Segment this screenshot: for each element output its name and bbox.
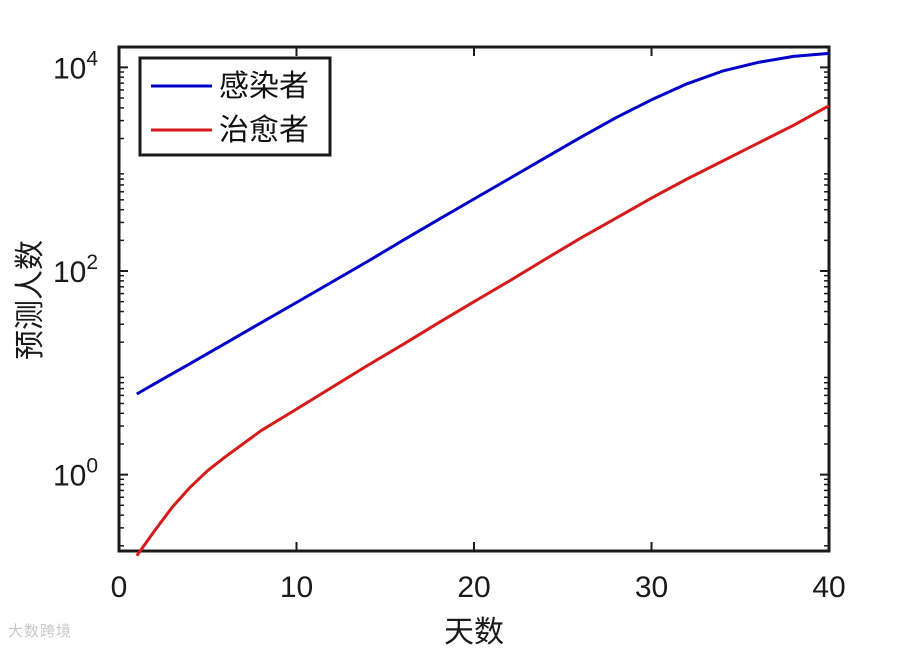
y-tick-labels: 100 102 104 <box>53 47 98 492</box>
x-tick-label: 30 <box>635 571 668 604</box>
legend-box <box>138 56 332 157</box>
x-tick-label: 10 <box>280 571 313 604</box>
x-axis-label: 天数 <box>444 615 504 650</box>
series-layer <box>135 51 830 557</box>
y-tick-label: 102 <box>53 251 98 289</box>
y-tick-label: 100 <box>53 455 98 493</box>
y-axis-label: 预测人数 <box>13 240 48 360</box>
series-line <box>135 104 830 557</box>
x-tick-labels: 0 10 20 30 40 <box>111 571 846 604</box>
legend-label: 治愈者 <box>219 113 309 148</box>
axis-ticks <box>118 47 830 551</box>
watermark-text: 大数跨境 <box>8 622 73 640</box>
x-tick-label: 20 <box>457 571 490 604</box>
x-tick-label: 40 <box>812 571 845 604</box>
legend-label: 感染者 <box>219 69 309 104</box>
x-tick-label: 0 <box>111 571 128 604</box>
y-minor-ticks <box>119 71 829 547</box>
y-tick-label: 104 <box>53 47 98 85</box>
series-line <box>136 51 830 396</box>
